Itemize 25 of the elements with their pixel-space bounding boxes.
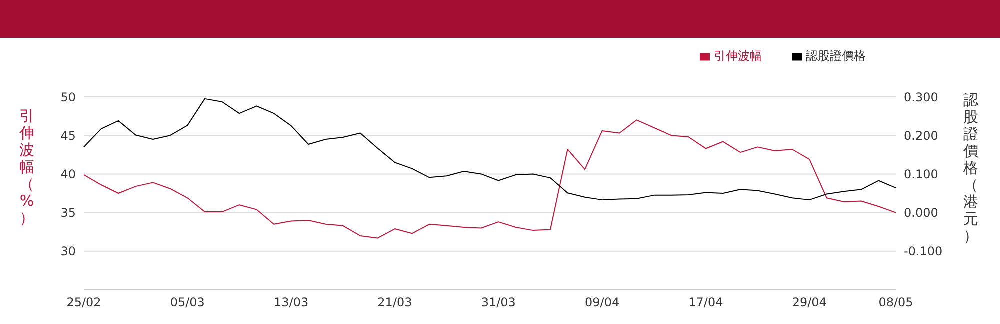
x-tick-label: 13/03: [274, 296, 309, 310]
y-tick-label: 40: [60, 167, 76, 182]
text: 認股證價格（港元）: [964, 91, 978, 245]
y2-tick-label: -0.100: [904, 244, 943, 259]
y2-tick-label: 0.000: [904, 206, 938, 220]
x-tick-label: 17/04: [688, 296, 724, 310]
y2-tick-label: 0.200: [904, 128, 938, 143]
y-axis-title: 引伸波幅（%）: [18, 107, 36, 227]
x-tick-label: 21/03: [378, 296, 412, 310]
y-tick-label: 45: [60, 128, 76, 143]
x-tick-label: 25/02: [66, 296, 102, 310]
y-tick-label: 50: [60, 90, 76, 104]
y2-tick-label: 0.300: [904, 90, 938, 104]
x-tick-label: 05/03: [170, 296, 205, 310]
x-tick-label: 08/05: [878, 296, 914, 310]
line-series: [84, 120, 896, 239]
x-tick-label: 29/04: [792, 296, 827, 310]
legend-label: 認股證價格: [806, 49, 866, 63]
x-tick-label: 31/03: [481, 296, 516, 310]
line-series: [84, 98, 896, 201]
y-tick-label: 30: [60, 244, 76, 259]
x-tick-label: 09/04: [585, 296, 620, 310]
y-tick-label: 35: [60, 206, 76, 220]
y2-tick-label: 0.100: [904, 167, 938, 182]
legend-label: 引伸波幅: [714, 49, 762, 63]
